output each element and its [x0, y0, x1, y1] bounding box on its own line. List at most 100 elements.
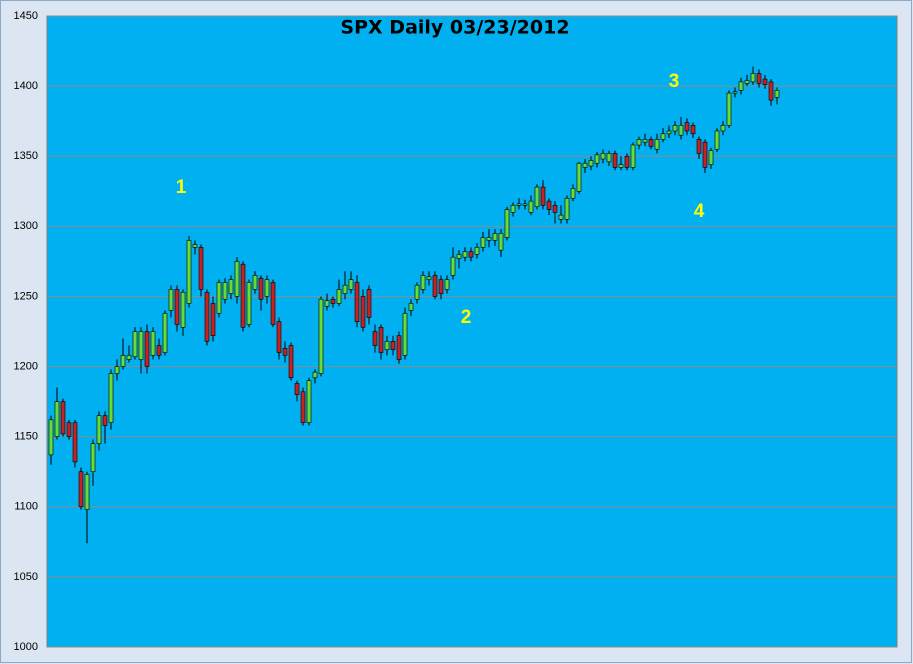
candle-body — [684, 122, 690, 132]
candle-body — [492, 233, 498, 241]
candle-body — [60, 401, 66, 435]
candle-body — [774, 90, 780, 98]
candle-body — [318, 298, 324, 374]
candle-body — [630, 144, 636, 168]
candle-body — [108, 373, 114, 423]
candle-body — [252, 275, 258, 290]
candle-body — [570, 188, 576, 199]
candle-body — [300, 391, 306, 423]
candle-body — [414, 284, 420, 300]
candle-body — [768, 81, 774, 101]
candle-body — [282, 348, 288, 356]
wave-label: 4 — [694, 201, 705, 222]
candle-body — [84, 474, 90, 510]
candle-body — [672, 125, 678, 132]
candle-body — [558, 214, 564, 220]
candle-body — [726, 92, 732, 126]
candle-body — [426, 276, 432, 280]
candle-body — [582, 162, 588, 168]
candle-body — [144, 331, 150, 367]
candle-body — [270, 282, 276, 325]
candle-body — [156, 345, 162, 356]
candle-body — [204, 291, 210, 342]
candle-body — [336, 289, 342, 304]
candle-body — [654, 139, 660, 150]
y-tick-label: 1150 — [14, 431, 38, 443]
y-tick-label: 1050 — [14, 571, 38, 583]
candle-body — [498, 233, 504, 251]
candle-body — [420, 275, 426, 290]
candle-body — [486, 237, 492, 241]
candle-body — [612, 153, 618, 168]
candle-body — [648, 139, 654, 147]
candle-body — [54, 401, 60, 437]
candle-body — [534, 186, 540, 208]
y-tick-label: 1300 — [14, 220, 38, 232]
candle-body — [342, 284, 348, 294]
y-tick-label: 1350 — [14, 150, 38, 162]
candle-body — [192, 244, 198, 248]
candle-body — [714, 130, 720, 150]
candle-body — [636, 139, 642, 146]
candle-body — [552, 205, 558, 213]
candle-body — [378, 326, 384, 353]
y-tick-label: 1100 — [14, 501, 38, 513]
candle-body — [444, 279, 450, 290]
candle-body — [516, 203, 522, 206]
candle-body — [48, 419, 54, 456]
candle-body — [306, 380, 312, 423]
candle-body — [678, 125, 684, 136]
candle-body — [96, 415, 102, 444]
wave-label: 1 — [176, 177, 187, 198]
candle-body — [642, 139, 648, 143]
candle-body — [588, 160, 594, 167]
candle-body — [324, 300, 330, 307]
candle-body — [120, 355, 126, 367]
candle-body — [720, 125, 726, 132]
candle-body — [78, 471, 84, 508]
candle-body — [474, 247, 480, 255]
candle-body — [222, 282, 228, 300]
candle-body — [258, 277, 264, 300]
candle-body — [390, 341, 396, 351]
candle-body — [510, 205, 516, 213]
y-tick-label: 1450 — [14, 10, 38, 22]
candle-body — [384, 341, 390, 351]
candle-body — [696, 139, 702, 154]
candle-body — [138, 331, 144, 360]
candle-body — [114, 366, 120, 374]
candle-body — [168, 289, 174, 311]
candle-body — [528, 200, 534, 213]
candle-body — [438, 279, 444, 294]
candle-body — [606, 153, 612, 163]
candle-body — [294, 383, 300, 395]
wave-label: 2 — [461, 307, 472, 328]
candle-body — [330, 298, 336, 304]
candle-body — [72, 422, 78, 463]
candle-body — [396, 335, 402, 360]
candle-body — [348, 279, 354, 290]
chart-title: SPX Daily 03/23/2012 — [340, 17, 569, 39]
candle-body — [480, 237, 486, 248]
candle-body — [576, 162, 582, 192]
candle-body — [666, 130, 672, 135]
candle-body — [366, 289, 372, 318]
candle-body — [210, 303, 216, 337]
candle-body — [150, 331, 156, 356]
candle-body — [600, 153, 606, 160]
candle-body — [240, 263, 246, 328]
candle-body — [624, 155, 630, 168]
candle-body — [66, 422, 72, 437]
candle-body — [234, 261, 240, 297]
candle-body — [228, 279, 234, 294]
candle-body — [546, 200, 552, 210]
candle-body — [402, 312, 408, 356]
candle-body — [132, 331, 138, 358]
y-tick-label: 1000 — [14, 641, 38, 653]
candle-body — [750, 73, 756, 83]
candle-body — [540, 186, 546, 206]
candle-body — [408, 303, 414, 311]
candle-body — [660, 133, 666, 140]
candle-body — [432, 275, 438, 297]
